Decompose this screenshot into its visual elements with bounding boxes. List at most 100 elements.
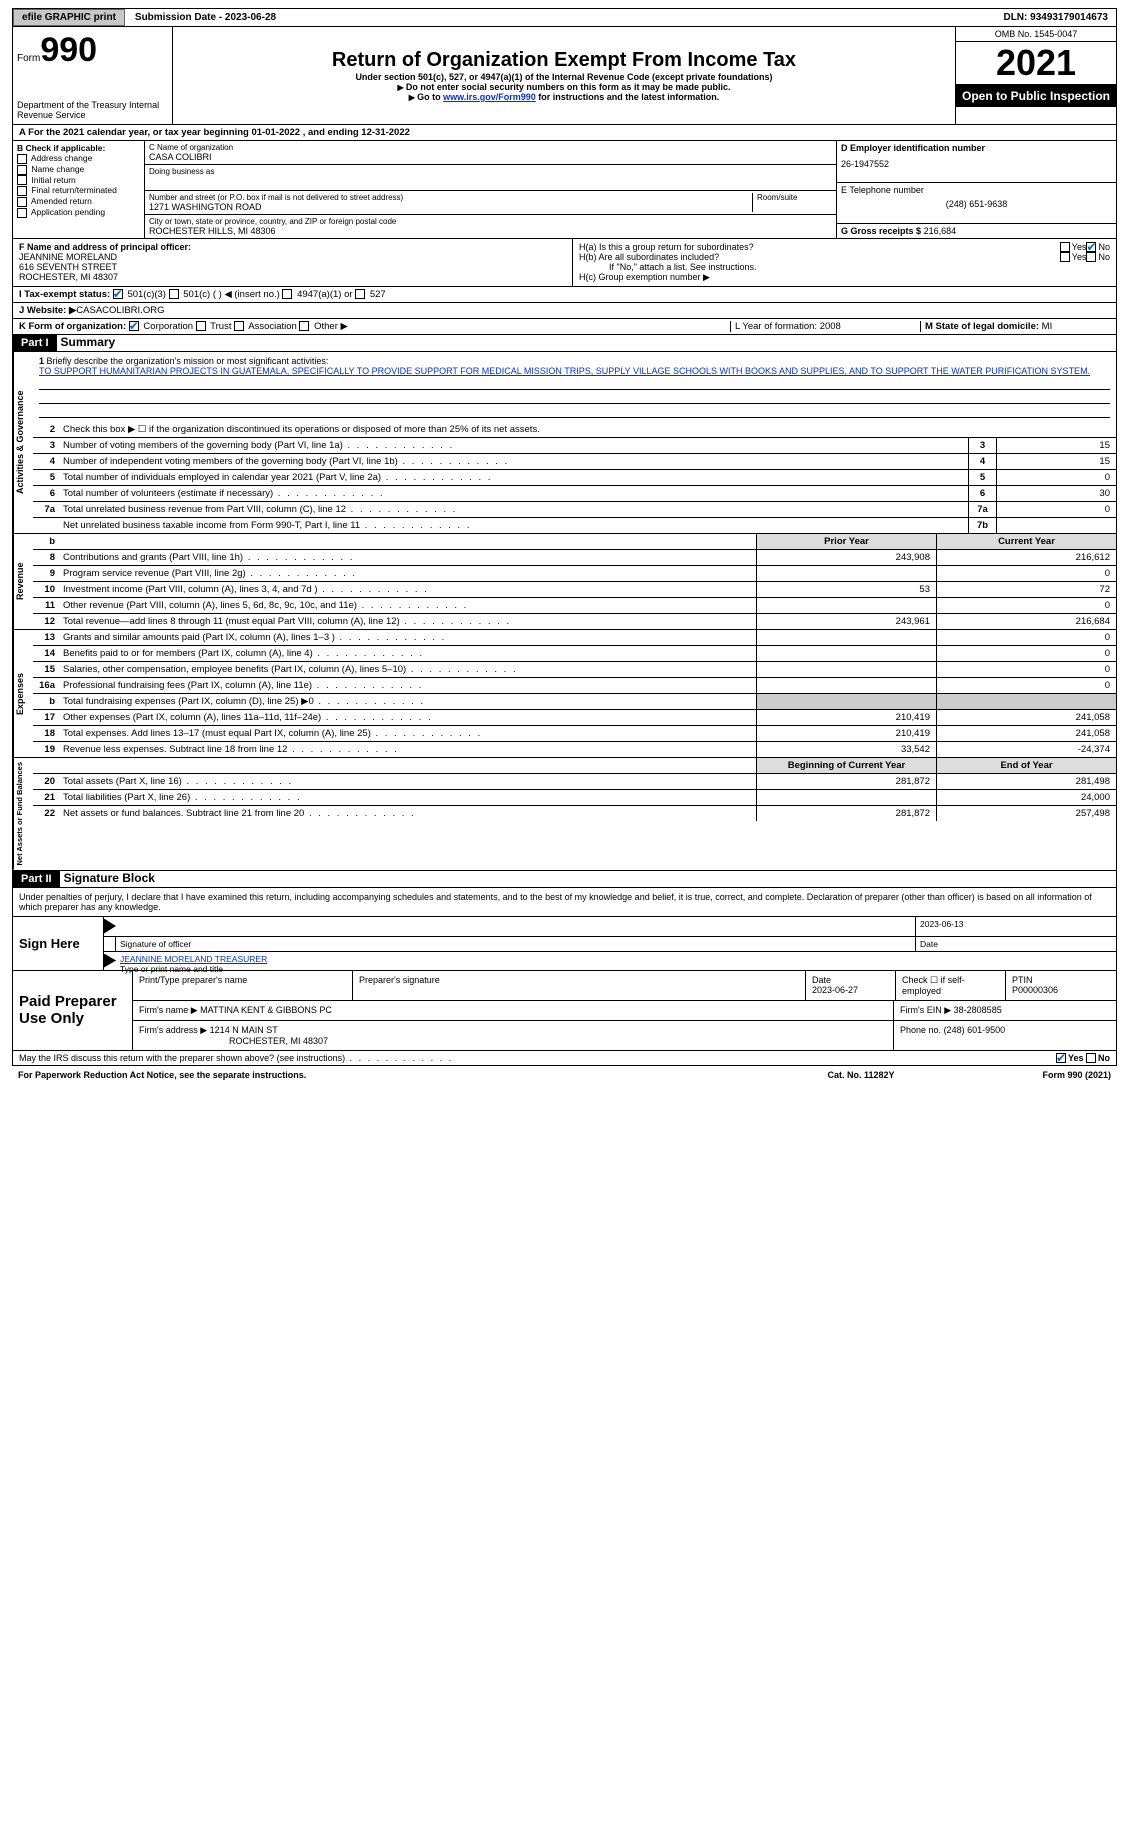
row-klm: K Form of organization: Corporation Trus…: [12, 319, 1117, 335]
mission-text: TO SUPPORT HUMANITARIAN PROJECTS IN GUAT…: [39, 366, 1110, 376]
k-trust[interactable]: [196, 321, 206, 331]
topbar: efile GRAPHIC print Submission Date - 20…: [12, 8, 1117, 27]
ha-no[interactable]: [1086, 242, 1096, 252]
ein: 26-1947552: [841, 153, 1112, 169]
row-a: A For the 2021 calendar year, or tax yea…: [12, 125, 1117, 141]
k-assoc[interactable]: [234, 321, 244, 331]
b-check[interactable]: [17, 175, 27, 185]
subtext3: Go to www.irs.gov/Form990 for instructio…: [409, 92, 720, 102]
i-501c[interactable]: [169, 289, 179, 299]
declaration: Under penalties of perjury, I declare th…: [12, 888, 1117, 917]
i-501c3[interactable]: [113, 289, 123, 299]
subtext1: Under section 501(c), 527, or 4947(a)(1)…: [355, 72, 772, 82]
e-lbl: E Telephone number: [841, 185, 1112, 195]
vlabel-gov: Activities & Governance: [13, 352, 33, 533]
b-check[interactable]: [17, 208, 27, 218]
page-footer: For Paperwork Reduction Act Notice, see …: [12, 1066, 1117, 1084]
b-check[interactable]: [17, 197, 27, 207]
firm-addr2: ROCHESTER, MI 48307: [139, 1036, 328, 1046]
b-check[interactable]: [17, 186, 27, 196]
form-foot: Form 990 (2021): [961, 1070, 1111, 1080]
b-label: B Check if applicable:: [17, 143, 140, 153]
street-lbl: Number and street (or P.O. box if mail i…: [149, 193, 752, 202]
form-number: 990: [40, 31, 97, 69]
discuss-row: May the IRS discuss this return with the…: [12, 1051, 1117, 1067]
hb-no[interactable]: [1086, 252, 1096, 262]
sig-lbl: Signature of officer: [116, 937, 916, 951]
street: 1271 WASHINGTON ROAD: [149, 202, 752, 212]
firm-name: MATTINA KENT & GIBBONS PC: [200, 1005, 332, 1015]
form-title: Return of Organization Exempt From Incom…: [332, 49, 796, 72]
vlabel-rev: Revenue: [13, 534, 33, 629]
summary-rev: Revenue bPrior YearCurrent Year 8Contrib…: [12, 534, 1117, 630]
officer-addr1: 616 SEVENTH STREET: [19, 262, 566, 272]
form-header: Form990 Department of the Treasury Inter…: [12, 27, 1117, 125]
part1-header: Part ISummary: [12, 335, 1117, 352]
prior-hdr: Prior Year: [756, 534, 936, 549]
room-lbl: Room/suite: [757, 193, 832, 202]
hb2: If "No," attach a list. See instructions…: [579, 262, 1110, 272]
part2-header: Part IISignature Block: [12, 871, 1117, 888]
dln: DLN: 93493179014673: [995, 10, 1116, 25]
summary-gov: Activities & Governance 1 Briefly descri…: [12, 352, 1117, 534]
end-hdr: End of Year: [936, 758, 1116, 773]
b-check[interactable]: [17, 154, 27, 164]
omb: OMB No. 1545-0047: [956, 27, 1116, 42]
firm-ein: 38-2808585: [954, 1005, 1002, 1015]
cur-hdr: Current Year: [936, 534, 1116, 549]
i-527[interactable]: [355, 289, 365, 299]
hc: H(c) Group exemption number ▶: [579, 272, 1110, 283]
beg-hdr: Beginning of Current Year: [756, 758, 936, 773]
discuss-no[interactable]: [1086, 1053, 1096, 1063]
paid-preparer: Paid Preparer Use Only Print/Type prepar…: [12, 971, 1117, 1051]
city: ROCHESTER HILLS, MI 48306: [149, 226, 832, 236]
form-label: Form: [17, 53, 40, 64]
hb-yes[interactable]: [1060, 252, 1070, 262]
k-corp[interactable]: [129, 321, 139, 331]
efile-btn[interactable]: efile GRAPHIC print: [13, 9, 125, 26]
gross-receipts: 216,684: [924, 226, 957, 236]
irs-link[interactable]: www.irs.gov/Form990: [443, 92, 536, 102]
row-j: J Website: ▶ CASACOLIBRI.ORG: [12, 303, 1117, 319]
org-name: CASA COLIBRI: [149, 152, 832, 162]
f-lbl: F Name and address of principal officer:: [19, 242, 191, 252]
section-b-row: B Check if applicable: Address change Na…: [12, 141, 1117, 239]
ha-yes[interactable]: [1060, 242, 1070, 252]
signer-name: JEANNINE MORELAND TREASURER: [120, 954, 267, 964]
website: CASACOLIBRI.ORG: [76, 305, 164, 316]
row-i: I Tax-exempt status: 501(c)(3) 501(c) ( …: [12, 287, 1117, 303]
officer-name: JEANNINE MORELAND: [19, 252, 566, 262]
subtext2: Do not enter social security numbers on …: [398, 82, 731, 92]
state-domicile: MI: [1042, 321, 1053, 332]
ptin: P00000306: [1012, 985, 1058, 995]
phone: (248) 651-9638: [841, 195, 1112, 209]
sign-date: 2023-06-13: [916, 917, 1116, 936]
dept: Department of the Treasury Internal Reve…: [17, 100, 168, 120]
mission-lbl: Briefly describe the organization's miss…: [47, 356, 329, 366]
dba-lbl: Doing business as: [149, 167, 832, 176]
summary-exp: Expenses 13Grants and similar amounts pa…: [12, 630, 1117, 758]
sign-here: Sign Here 2023-06-13 Signature of office…: [12, 917, 1117, 971]
year-formed: 2008: [820, 321, 841, 332]
section-fh: F Name and address of principal officer:…: [12, 239, 1117, 287]
vlabel-exp: Expenses: [13, 630, 33, 757]
prep-date: 2023-06-27: [812, 985, 858, 995]
city-lbl: City or town, state or province, country…: [149, 217, 832, 226]
line2: Check this box ▶ ☐ if the organization d…: [59, 422, 1116, 437]
d-lbl: D Employer identification number: [841, 143, 1112, 153]
b-check[interactable]: [17, 165, 27, 175]
vlabel-net: Net Assets or Fund Balances: [13, 758, 33, 870]
firm-phone: (248) 601-9500: [944, 1025, 1006, 1035]
discuss-yes[interactable]: [1056, 1053, 1066, 1063]
submission-date: Submission Date - 2023-06-28: [125, 10, 286, 25]
officer-addr2: ROCHESTER, MI 48307: [19, 272, 566, 282]
summary-net: Net Assets or Fund Balances Beginning of…: [12, 758, 1117, 871]
g-lbl: G Gross receipts $: [841, 226, 921, 236]
i-4947[interactable]: [282, 289, 292, 299]
firm-addr1: 1214 N MAIN ST: [210, 1025, 278, 1035]
c-name-lbl: C Name of organization: [149, 143, 832, 152]
ha-lbl: H(a) Is this a group return for subordin…: [579, 242, 1060, 252]
k-other[interactable]: [299, 321, 309, 331]
cat-no: Cat. No. 11282Y: [761, 1070, 961, 1080]
self-emp: Check ☐ if self-employed: [896, 971, 1006, 1000]
